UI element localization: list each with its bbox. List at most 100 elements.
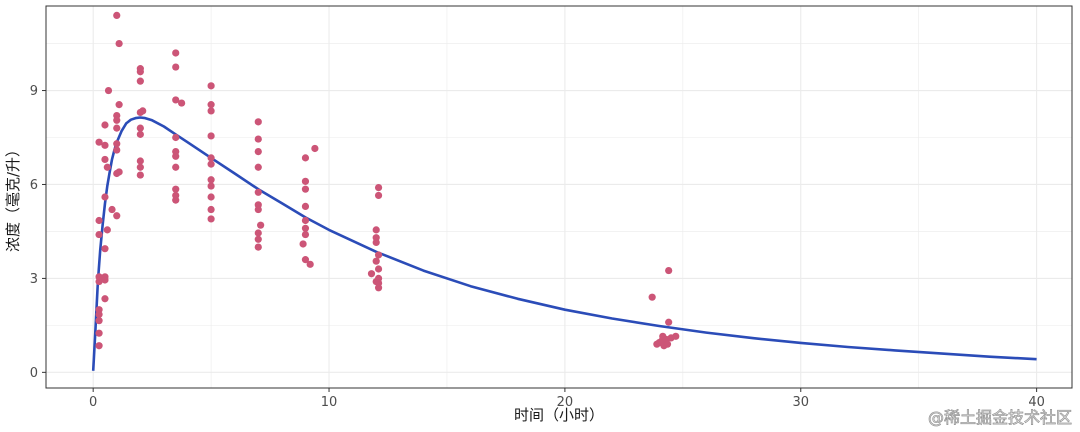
data-point bbox=[115, 168, 123, 176]
x-tick-label: 20 bbox=[557, 395, 574, 410]
data-point bbox=[172, 49, 180, 57]
data-point bbox=[172, 191, 180, 200]
y-axis-title: 浓度（毫克/升） bbox=[4, 142, 22, 252]
data-point bbox=[663, 340, 672, 348]
data-point bbox=[136, 65, 144, 73]
data-point bbox=[95, 216, 103, 225]
data-point bbox=[172, 185, 180, 193]
data-point bbox=[254, 135, 262, 143]
data-point bbox=[95, 342, 103, 350]
data-point bbox=[136, 130, 144, 138]
data-point bbox=[372, 226, 380, 234]
data-point bbox=[172, 133, 180, 142]
x-axis-ticks: 0 10 20 30 40 bbox=[89, 388, 1045, 410]
data-point bbox=[113, 140, 121, 148]
data-point bbox=[254, 188, 262, 196]
data-point bbox=[254, 201, 262, 209]
data-point bbox=[301, 185, 310, 193]
data-point bbox=[207, 205, 215, 214]
data-point bbox=[301, 154, 310, 162]
data-point bbox=[207, 215, 215, 223]
data-point bbox=[136, 124, 144, 132]
data-point bbox=[95, 230, 103, 239]
data-point bbox=[306, 260, 314, 268]
data-point bbox=[108, 205, 116, 214]
data-point bbox=[374, 265, 383, 273]
data-point bbox=[665, 266, 673, 275]
data-point bbox=[101, 193, 109, 201]
data-point bbox=[374, 191, 383, 200]
data-point bbox=[101, 273, 109, 281]
y-tick-label: 9 bbox=[30, 84, 38, 99]
x-axis-title: 时间（小时） bbox=[514, 406, 604, 424]
fitted-curve-layer bbox=[91, 116, 1037, 371]
watermark-text: @稀土掘金技术社区 bbox=[928, 408, 1072, 427]
data-point bbox=[301, 202, 310, 210]
data-point bbox=[95, 329, 103, 337]
data-point bbox=[254, 229, 262, 237]
data-point bbox=[254, 118, 262, 126]
data-point bbox=[101, 295, 109, 303]
data-point bbox=[95, 273, 103, 281]
y-tick-label: 6 bbox=[30, 178, 38, 193]
data-point bbox=[172, 63, 180, 71]
data-point bbox=[301, 230, 310, 239]
data-point bbox=[648, 293, 656, 301]
data-point bbox=[103, 163, 111, 171]
data-point bbox=[374, 184, 383, 192]
grid bbox=[46, 6, 1072, 388]
data-point bbox=[254, 235, 262, 243]
data-point bbox=[95, 317, 103, 325]
data-point bbox=[95, 138, 103, 146]
fitted-curve bbox=[91, 116, 1037, 371]
data-point bbox=[95, 306, 103, 314]
x-tick-label: 10 bbox=[321, 395, 338, 410]
data-point bbox=[665, 318, 673, 326]
data-point bbox=[374, 251, 383, 259]
data-point bbox=[254, 147, 262, 156]
data-point bbox=[301, 256, 310, 264]
x-tick-label: 0 bbox=[89, 395, 97, 410]
data-point bbox=[103, 226, 111, 234]
data-point bbox=[301, 177, 310, 185]
data-point bbox=[207, 82, 215, 90]
y-tick-label: 3 bbox=[30, 272, 38, 287]
data-point bbox=[207, 176, 215, 184]
data-point bbox=[207, 182, 215, 190]
data-point bbox=[254, 163, 262, 171]
scatter-points-layer bbox=[95, 11, 680, 350]
data-point bbox=[367, 270, 376, 278]
data-point bbox=[207, 107, 215, 115]
data-point bbox=[113, 212, 121, 220]
data-point bbox=[115, 39, 123, 48]
data-point bbox=[101, 155, 109, 164]
data-point bbox=[311, 144, 319, 153]
data-point bbox=[301, 216, 310, 225]
data-point bbox=[372, 257, 380, 265]
data-point bbox=[172, 147, 180, 156]
data-point bbox=[172, 96, 180, 104]
x-tick-label: 30 bbox=[792, 395, 809, 410]
data-point bbox=[101, 141, 109, 149]
data-point bbox=[113, 124, 121, 132]
data-point bbox=[139, 107, 147, 115]
data-point bbox=[374, 274, 383, 283]
data-point bbox=[207, 160, 215, 168]
data-point bbox=[113, 146, 121, 154]
data-point bbox=[207, 132, 215, 140]
panel-border bbox=[45, 5, 1073, 389]
data-point bbox=[101, 245, 109, 253]
data-point bbox=[254, 243, 262, 251]
data-point bbox=[136, 163, 144, 171]
data-point bbox=[301, 224, 310, 232]
data-point bbox=[207, 101, 215, 109]
y-tick-label: 0 bbox=[30, 366, 38, 381]
data-point bbox=[672, 332, 680, 340]
data-point bbox=[136, 157, 144, 165]
data-point bbox=[113, 111, 121, 120]
data-point bbox=[178, 99, 186, 107]
data-point bbox=[136, 171, 144, 179]
data-point bbox=[104, 86, 113, 95]
